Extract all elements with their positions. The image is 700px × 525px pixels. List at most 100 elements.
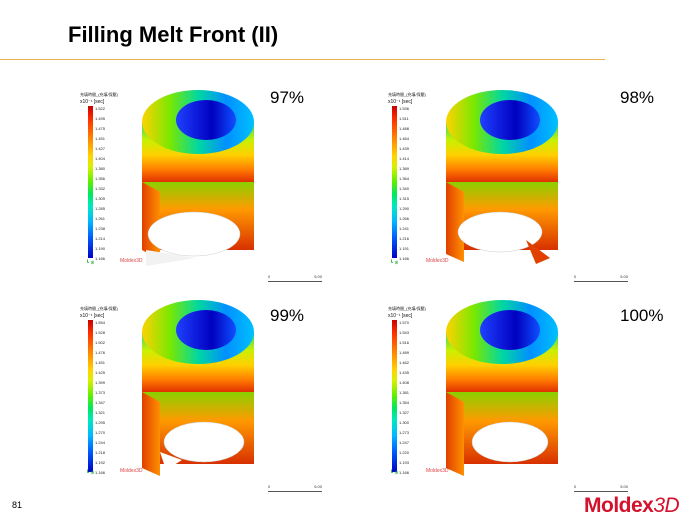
logo-suffix: 3D	[653, 494, 680, 517]
length-scale-bar: 0 5.00	[268, 484, 322, 494]
tick-label: 1.475	[95, 126, 106, 131]
length-scale-bar: 0 5.00	[268, 274, 322, 284]
fill-percent-label: 98%	[620, 88, 655, 107]
tick-label: 1.380	[95, 166, 106, 171]
tick-label: 1.290	[399, 206, 410, 211]
part-model-image	[446, 300, 558, 476]
legend-title: 充填時間_(充填/保壓)	[80, 92, 118, 97]
legend-title: 充填時間_(充填/保壓)	[80, 306, 118, 311]
tick-label: 1.241	[399, 226, 410, 231]
tick-label: 1.220	[399, 450, 410, 455]
tick-label: 1.516	[399, 340, 410, 345]
tick-label: 1.285	[95, 206, 106, 211]
result-panel-98: 充填時間_(充填/保壓) x10⁻¹ [sec] 1.536 1.511 1.4…	[388, 88, 658, 307]
color-scale-ticks: 1.522 1.495 1.475 1.451 1.427 1.404 1.38…	[95, 106, 121, 262]
watermark: Moldex3D	[120, 258, 143, 264]
tick-label: 1.347	[95, 400, 106, 405]
color-scale-bar	[392, 320, 397, 472]
scale-left-label: 0	[574, 484, 577, 489]
tick-label: 1.166	[399, 256, 410, 261]
tick-label: 1.190	[95, 246, 106, 251]
legend-unit: x10⁻¹ [sec]	[80, 99, 105, 105]
tick-label: 1.309	[95, 196, 106, 201]
tick-label: 1.327	[399, 410, 410, 415]
tick-label: 1.354	[399, 400, 410, 405]
page-number: 81	[12, 500, 23, 510]
tick-label: 1.191	[399, 246, 410, 251]
color-scale-ticks: 1.536 1.511 1.488 1.464 1.439 1.414 1.38…	[399, 106, 425, 262]
tick-label: 1.166	[399, 470, 410, 475]
part-model-image	[142, 90, 254, 266]
tick-label: 1.295	[95, 420, 106, 425]
axis-triad-icon: ┗ ⊕	[86, 470, 95, 476]
tick-label: 1.216	[399, 236, 410, 241]
tick-label: 1.266	[399, 216, 410, 221]
legend-title: 充填時間_(充填/保壓)	[388, 306, 426, 311]
tick-label: 1.270	[95, 430, 106, 435]
scale-right-label: 5.00	[314, 274, 322, 279]
axis-triad-icon: ┗ ⊕	[86, 260, 95, 266]
tick-label: 1.425	[95, 370, 106, 375]
tick-label: 1.451	[95, 136, 106, 141]
tick-label: 1.356	[95, 176, 106, 181]
tick-label: 1.414	[399, 156, 410, 161]
tick-label: 1.522	[95, 106, 106, 111]
tick-label: 1.488	[399, 126, 410, 131]
scale-right-label: 5.00	[620, 484, 628, 489]
tick-label: 1.214	[95, 236, 106, 241]
tick-label: 1.218	[95, 450, 106, 455]
tick-label: 1.511	[399, 116, 409, 121]
tick-label: 1.435	[399, 370, 410, 375]
tick-label: 1.399	[95, 380, 106, 385]
result-panel-100: 充填時間_(充填/保壓) x10⁻¹ [sec] 1.570 1.543 1.5…	[388, 300, 663, 521]
tick-label: 1.543	[399, 330, 410, 335]
tick-label: 1.462	[399, 360, 410, 365]
legend-title: 充填時間_(充填/保壓)	[388, 92, 426, 97]
tick-label: 1.166	[95, 470, 106, 475]
length-scale-bar: 0 5.00	[574, 484, 628, 494]
fill-percent-label: 99%	[270, 306, 305, 325]
tick-label: 1.554	[95, 320, 106, 325]
tick-label: 1.300	[399, 420, 410, 425]
tick-label: 1.364	[399, 176, 410, 181]
logo-main: Moldex	[584, 494, 654, 517]
legend-unit: x10⁻¹ [sec]	[388, 313, 413, 319]
fill-percent-label: 100%	[620, 306, 664, 325]
scale-left-label: 0	[268, 274, 271, 279]
tick-label: 1.192	[95, 460, 106, 465]
tick-label: 1.495	[95, 116, 106, 121]
tick-label: 1.502	[95, 340, 106, 345]
tick-label: 1.315	[399, 196, 410, 201]
tick-label: 1.408	[399, 380, 410, 385]
color-scale-bar	[392, 106, 397, 258]
tick-label: 1.238	[95, 226, 106, 231]
tick-label: 1.439	[399, 146, 410, 151]
tick-label: 1.373	[95, 390, 106, 395]
scale-left-label: 0	[574, 274, 577, 279]
watermark: Moldex3D	[120, 468, 143, 474]
fill-percent-label: 97%	[270, 88, 305, 107]
part-model-image	[446, 90, 558, 264]
tick-label: 1.489	[399, 350, 410, 355]
scale-right-label: 5.00	[620, 274, 628, 279]
part-model-image	[142, 300, 254, 476]
tick-label: 1.247	[399, 440, 410, 445]
scale-left-label: 0	[268, 484, 271, 489]
tick-label: 1.273	[399, 430, 410, 435]
brand-logo: Moldex3D	[584, 494, 680, 518]
scale-right-label: 5.00	[314, 484, 322, 489]
tick-label: 1.261	[95, 216, 106, 221]
axis-triad-icon: ┗ ⊕	[390, 470, 399, 476]
tick-label: 1.193	[399, 460, 410, 465]
watermark: Moldex3D	[426, 468, 449, 474]
title-rule	[0, 59, 605, 60]
tick-label: 1.166	[95, 256, 106, 261]
tick-label: 1.340	[399, 186, 410, 191]
tick-label: 1.464	[399, 136, 410, 141]
slide-title: Filling Melt Front (II)	[68, 22, 279, 47]
color-scale-ticks: 1.570 1.543 1.516 1.489 1.462 1.435 1.40…	[399, 320, 425, 476]
tick-label: 1.332	[95, 186, 106, 191]
tick-label: 1.528	[95, 330, 106, 335]
axis-triad-icon: ┗ ⊕	[390, 260, 399, 266]
tick-label: 1.321	[95, 410, 106, 415]
